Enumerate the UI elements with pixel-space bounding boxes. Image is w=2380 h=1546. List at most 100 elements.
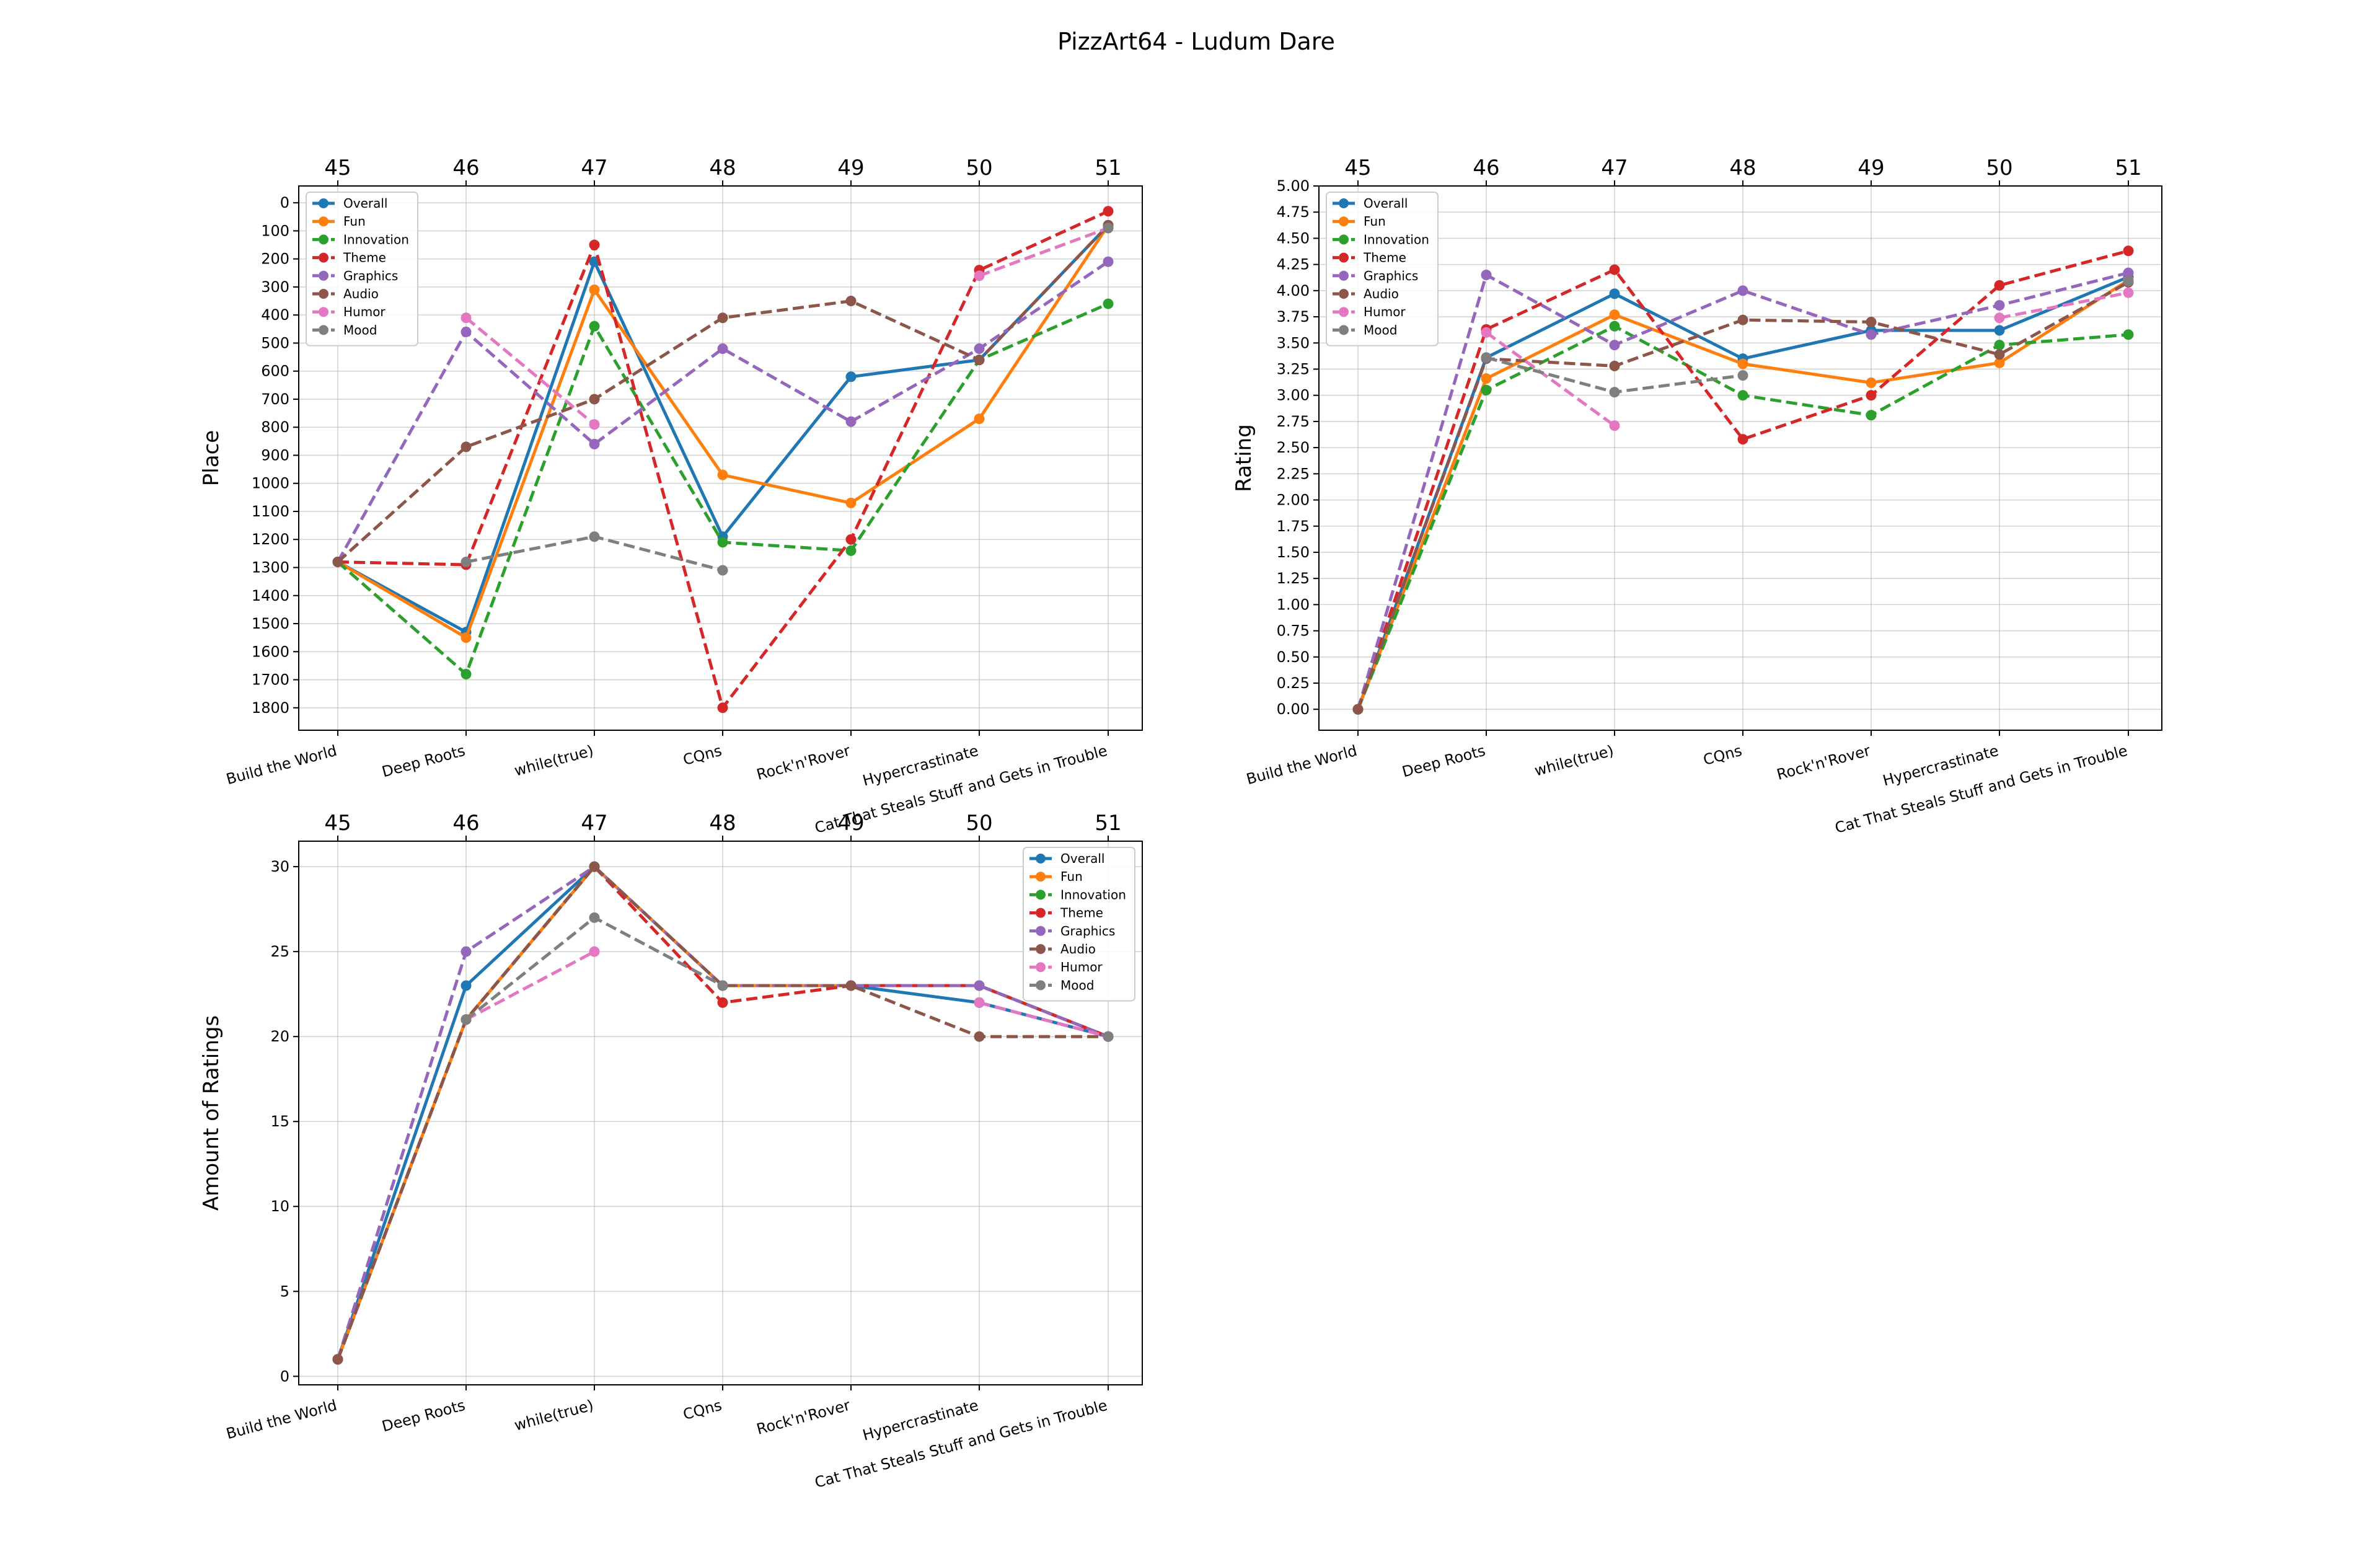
- legend-label: Overall: [1060, 851, 1104, 866]
- y-tick-label: 2.50: [1277, 439, 1310, 456]
- top-tick-label: 49: [837, 811, 864, 836]
- legend-swatch-marker: [319, 252, 328, 263]
- x-tick-label: Rock'n'Rover: [755, 742, 852, 784]
- x-tick-label: Rock'n'Rover: [1775, 742, 1872, 784]
- legend-entry-humor: Humor: [1029, 960, 1103, 974]
- y-tick-label: 0.00: [1277, 700, 1310, 718]
- legend-label: Mood: [1364, 322, 1397, 337]
- y-tick-label: 3.00: [1277, 387, 1310, 404]
- y-tick-label: 1300: [252, 559, 289, 576]
- legend-entry-fun: Fun: [1029, 869, 1083, 884]
- point-audio: [974, 1031, 985, 1042]
- plot-frame: [298, 841, 1143, 1385]
- legend: Overall Fun Innovation Theme Graphics Audio Hu…: [1326, 192, 1439, 347]
- legend-swatch-marker: [1339, 198, 1349, 208]
- point-innovation: [717, 537, 728, 548]
- point-theme: [717, 702, 728, 713]
- top-tick-label: 50: [1986, 156, 2012, 180]
- y-tick-label: 0.25: [1277, 674, 1310, 692]
- x-tick-label: CQns: [1701, 742, 1743, 769]
- point-theme: [1994, 280, 2005, 291]
- legend-entry-audio: Audio: [1029, 942, 1096, 956]
- legend-entry-fun: Fun: [1333, 214, 1386, 229]
- point-graphics: [461, 326, 472, 337]
- y-tick-label: 1200: [252, 531, 289, 548]
- top-tick-label: 47: [581, 811, 607, 836]
- point-theme: [1866, 390, 1877, 401]
- y-tick-label: 600: [261, 363, 289, 380]
- y-tick-label: 1.00: [1277, 596, 1310, 613]
- x-tick-label: Build the World: [224, 1397, 339, 1443]
- y-tick-label: 3.25: [1277, 360, 1310, 378]
- point-humor: [974, 997, 985, 1008]
- y-tick-label: 1100: [252, 503, 289, 520]
- legend-swatch-marker: [1036, 854, 1046, 864]
- legend-swatch-marker: [319, 289, 328, 299]
- point-mood: [461, 1014, 472, 1025]
- x-tick-label: while(true): [1533, 742, 1616, 780]
- point-mood: [1481, 352, 1492, 363]
- point-innovation: [1103, 298, 1114, 309]
- point-audio: [1737, 314, 1748, 325]
- point-mood: [2123, 276, 2134, 287]
- point-graphics: [1103, 256, 1114, 267]
- y-tick-label: 1700: [252, 671, 289, 689]
- legend-label: Theme: [1060, 906, 1103, 921]
- y-tick-label: 1800: [252, 699, 289, 717]
- point-graphics: [461, 946, 472, 957]
- top-tick-label: 50: [966, 811, 992, 836]
- point-innovation: [845, 545, 857, 556]
- legend-label: Graphics: [343, 268, 398, 283]
- point-humor: [2123, 287, 2134, 298]
- legend-swatch-marker: [1036, 925, 1046, 936]
- point-innovation: [2123, 329, 2134, 340]
- legend-swatch-marker: [319, 307, 328, 317]
- point-humor: [589, 419, 600, 430]
- point-fun: [717, 469, 728, 480]
- point-humor: [974, 270, 985, 281]
- point-graphics: [1481, 270, 1492, 281]
- rating-chart: 0.00 0.25 0.50 0.75 1.00 1.25 1.50 1.75 2.00 2.25…: [1232, 156, 2162, 837]
- point-graphics: [1866, 329, 1877, 340]
- point-theme: [2123, 245, 2134, 257]
- legend-entry-innovation: Innovation: [1029, 887, 1126, 902]
- y-tick-label: 4.75: [1277, 203, 1310, 221]
- x-tick-label: while(true): [513, 1397, 596, 1434]
- point-audio: [1609, 360, 1620, 371]
- y-tick-label: 3.75: [1277, 308, 1310, 325]
- point-fun: [589, 284, 600, 295]
- legend-swatch-marker: [1339, 270, 1349, 281]
- legend-entry-graphics: Graphics: [312, 268, 398, 283]
- legend-label: Mood: [1060, 978, 1094, 992]
- legend-swatch-marker: [1036, 890, 1046, 900]
- legend-label: Fun: [343, 214, 366, 229]
- legend-entry-graphics: Graphics: [1333, 268, 1418, 283]
- y-tick-label: 30: [270, 858, 289, 875]
- point-innovation: [1737, 390, 1748, 401]
- point-overall: [1609, 288, 1620, 299]
- series-mood: [461, 223, 1114, 576]
- legend-label: Audio: [1364, 286, 1399, 301]
- x-tick-label: Deep Roots: [1400, 742, 1487, 781]
- legend-swatch-marker: [1036, 908, 1046, 918]
- legend-entry-overall: Overall: [312, 196, 387, 211]
- point-audio: [332, 1354, 343, 1365]
- point-humor: [461, 312, 472, 324]
- point-audio: [461, 441, 472, 453]
- legend-swatch-marker: [1036, 944, 1046, 954]
- point-innovation: [1481, 384, 1492, 395]
- legend-swatch-marker: [1036, 872, 1046, 882]
- legend-swatch-marker: [319, 216, 328, 227]
- y-tick-label: 300: [261, 278, 289, 296]
- legend-box: [1326, 192, 1439, 347]
- legend-swatch-marker: [319, 234, 328, 245]
- legend-swatch-marker: [1036, 980, 1046, 991]
- point-fun: [1866, 377, 1877, 388]
- point-graphics: [1994, 299, 2005, 311]
- y-tick-label: 15: [270, 1113, 289, 1130]
- point-mood: [717, 980, 728, 991]
- point-audio: [845, 980, 857, 991]
- point-theme: [717, 997, 728, 1008]
- point-fun: [974, 413, 985, 425]
- legend-entry-overall: Overall: [1029, 851, 1104, 866]
